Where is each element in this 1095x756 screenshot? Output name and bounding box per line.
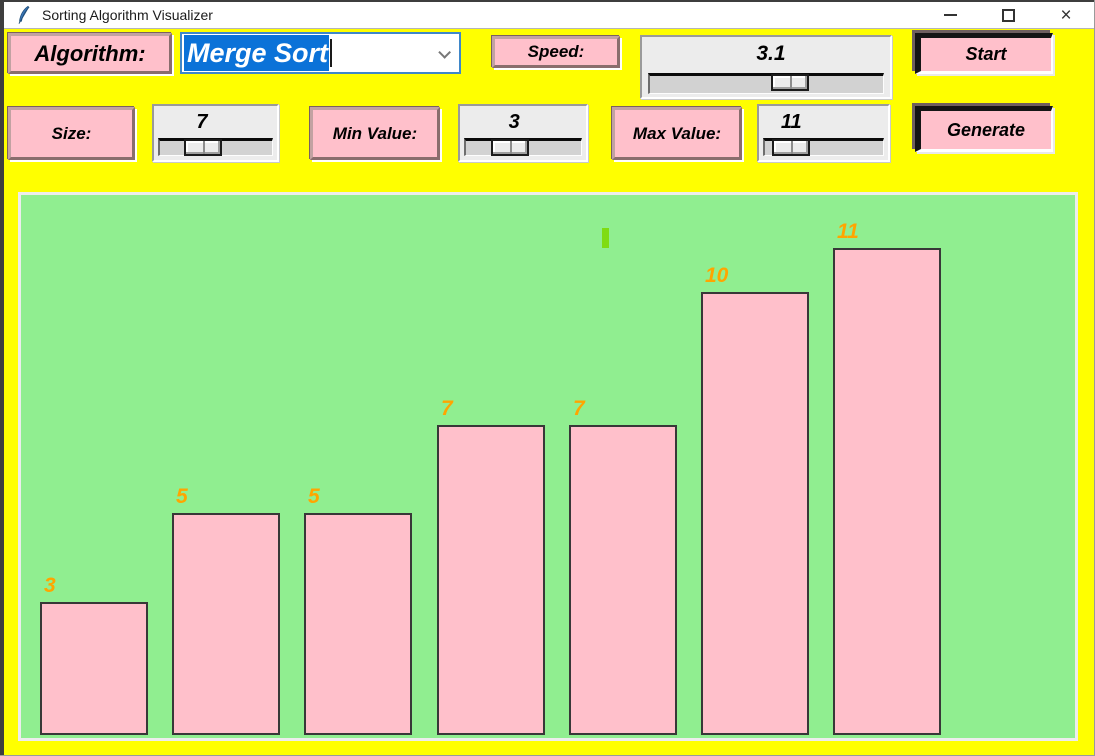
start-button[interactable]: Start [915, 33, 1053, 74]
text-cursor [330, 39, 333, 67]
max-value-slider-value: 11 [780, 111, 802, 133]
canvas-cursor-mark [602, 228, 609, 248]
window-border-left [0, 0, 4, 756]
close-icon: × [1060, 4, 1072, 26]
window-controls: × [921, 2, 1095, 28]
max-value-slider-handle[interactable] [772, 139, 811, 156]
visualizer-canvas: 3 5 5 7 7 10 11 [18, 192, 1078, 741]
speed-label: Speed: [492, 36, 620, 68]
bar-value-label: 7 [573, 397, 585, 420]
chevron-down-icon[interactable] [438, 46, 451, 59]
size-slider-value: 7 [196, 111, 208, 133]
titlebar: Sorting Algorithm Visualizer × [0, 0, 1095, 29]
close-button[interactable]: × [1037, 2, 1095, 28]
min-value-slider-value: 3 [508, 111, 520, 133]
bar [701, 292, 809, 735]
algorithm-combobox[interactable]: Merge Sort [180, 32, 461, 74]
generate-button[interactable]: Generate [915, 106, 1053, 152]
algorithm-label: Algorithm: [8, 33, 172, 74]
speed-slider-trough[interactable] [648, 73, 884, 94]
maximize-button[interactable] [979, 2, 1037, 28]
bar [437, 425, 545, 735]
bar [172, 513, 280, 735]
bar-value-label: 5 [308, 485, 320, 508]
bar-value-label: 3 [44, 574, 56, 597]
bar [833, 248, 941, 735]
minimize-button[interactable] [921, 2, 979, 28]
bar-value-label: 10 [705, 264, 729, 287]
speed-slider-handle[interactable] [771, 74, 810, 91]
minimize-icon [943, 14, 957, 16]
window-title: Sorting Algorithm Visualizer [42, 7, 213, 23]
min-value-slider-trough[interactable] [464, 138, 582, 156]
min-value-slider[interactable]: 3 [458, 104, 588, 162]
speed-slider-value: 3.1 [756, 42, 786, 65]
max-value-slider[interactable]: 11 [757, 104, 890, 162]
size-label: Size: [8, 107, 135, 160]
bar-value-label: 7 [441, 397, 453, 420]
size-slider[interactable]: 7 [152, 104, 279, 162]
python-feather-icon [18, 5, 30, 24]
bar [40, 602, 148, 735]
max-value-slider-trough[interactable] [763, 138, 884, 156]
max-value-label: Max Value: [612, 107, 742, 160]
min-value-label: Min Value: [310, 107, 440, 160]
speed-slider[interactable]: 3.1 [640, 35, 892, 99]
bar [569, 425, 677, 735]
bar-value-label: 11 [837, 220, 859, 243]
size-slider-trough[interactable] [158, 138, 273, 156]
bar-value-label: 5 [176, 485, 188, 508]
algorithm-selected-value: Merge Sort [184, 35, 330, 71]
min-value-slider-handle[interactable] [491, 139, 530, 156]
size-slider-handle[interactable] [183, 139, 222, 156]
bar [304, 513, 412, 735]
maximize-icon [1001, 8, 1015, 22]
